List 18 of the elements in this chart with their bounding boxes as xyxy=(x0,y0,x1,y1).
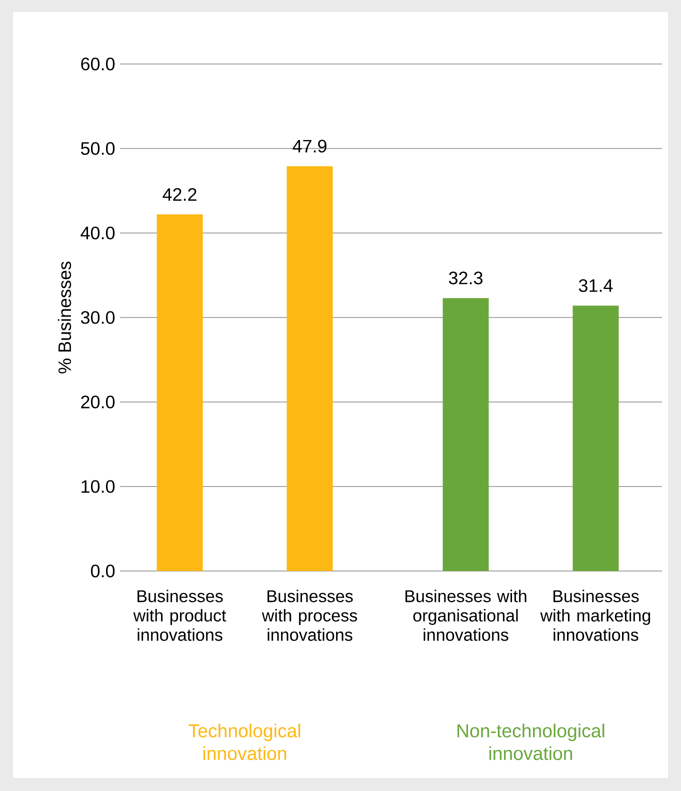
text: Technological innovation xyxy=(188,724,300,760)
y-tick-label: 0.0 xyxy=(90,564,115,578)
y-tick-label: 40.0 xyxy=(80,226,115,240)
data-label: 32.3 xyxy=(448,272,482,284)
data-label: 42.2 xyxy=(162,188,196,201)
y-tick-label: 50.0 xyxy=(80,142,115,155)
x-tick-label: Businesses with organisational innovations xyxy=(405,590,526,641)
y-tick-label: 30.0 xyxy=(80,311,115,324)
y-axis-title: % Businesses xyxy=(58,262,72,374)
y-tick-label: 20.0 xyxy=(81,396,115,408)
text: Non-technological innovation xyxy=(458,724,604,760)
y-tick-label: 10.0 xyxy=(82,480,115,493)
x-tick-label: Businesses with marketing innovations xyxy=(540,590,650,641)
x-tick-label: Businesses with product innovations xyxy=(133,590,226,641)
data-label: 31.4 xyxy=(578,279,613,292)
x-tick-label: Businesses with process innovations xyxy=(262,590,358,641)
data-label: 47.9 xyxy=(292,140,326,153)
y-tick-label: 60.0 xyxy=(81,58,115,70)
